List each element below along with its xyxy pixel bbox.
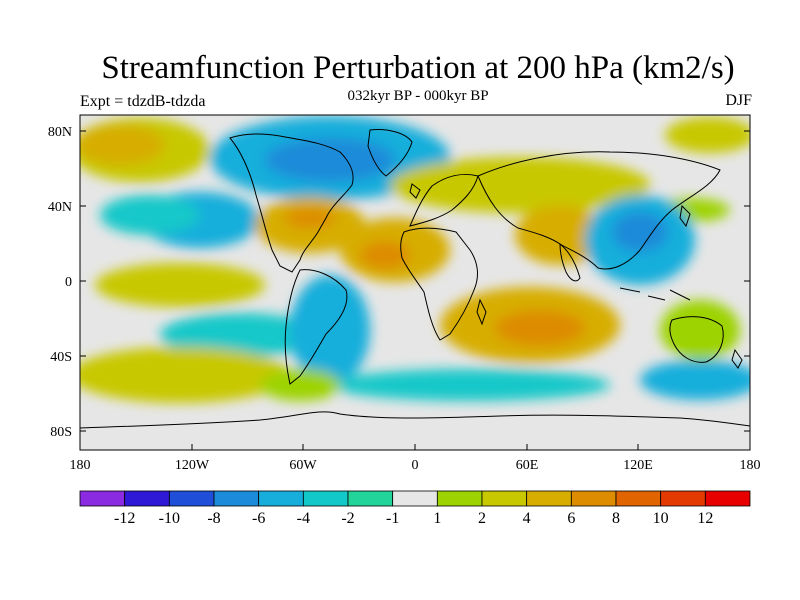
contour-field (80, 115, 750, 450)
colorbar-label: 2 (478, 510, 486, 527)
x-tick-label: 60W (289, 458, 317, 473)
experiment-label: Expt = tdzdB-tdzda (80, 93, 206, 110)
colorbar-swatch (570, 490, 617, 507)
colorbar-swatch (660, 490, 706, 507)
colorbar: -12 -10 -8 -6 -4 -2 -1 1 2 4 6 8 10 12 (79, 490, 751, 527)
y-tick-label: 80S (50, 425, 72, 440)
y-tick-label: 0 (65, 275, 72, 290)
colorbar-label: -2 (341, 510, 354, 527)
colorbar-swatch (302, 490, 349, 507)
colorbar-swatch (213, 490, 260, 507)
colorbar-swatch (392, 490, 438, 507)
x-tick-label: 120E (623, 458, 653, 473)
colorbar-label: -10 (159, 510, 180, 527)
colorbar-label: -8 (207, 510, 220, 527)
colorbar-label: 10 (653, 510, 669, 527)
x-tick-label: 60E (516, 458, 539, 473)
chart-title: Streamfunction Perturbation at 200 hPa (… (101, 50, 735, 86)
colorbar-swatch (615, 490, 662, 507)
tick-marks (79, 130, 751, 450)
colorbar-swatch (124, 490, 170, 507)
x-tick-label: 180 (740, 458, 761, 473)
chart-subtitle: 032kyr BP - 000kyr BP (347, 88, 489, 104)
colorbar-label: 12 (697, 510, 713, 527)
y-axis-labels: 80N 40N 0 40S 80S (48, 125, 72, 440)
x-tick-label: 120W (175, 458, 210, 473)
colorbar-label: 6 (567, 510, 575, 527)
colorbar-swatch (526, 490, 572, 507)
y-tick-label: 40N (48, 200, 72, 215)
x-tick-label: 0 (412, 458, 419, 473)
colorbar-label: -12 (114, 510, 135, 527)
colorbar-label: 4 (523, 510, 531, 527)
colorbar-swatch (481, 490, 528, 507)
colorbar-label: -1 (386, 510, 399, 527)
x-tick-label: 180 (70, 458, 91, 473)
colorbar-swatch (436, 490, 483, 507)
colorbar-label: 8 (612, 510, 620, 527)
colorbar-swatch (704, 490, 751, 507)
colorbar-swatch (79, 490, 126, 507)
colorbar-swatch (258, 490, 304, 507)
colorbar-label: 1 (433, 510, 441, 527)
colorbar-swatch (347, 490, 394, 507)
colorbar-label: -6 (252, 510, 265, 527)
y-tick-label: 80N (48, 125, 72, 140)
y-tick-label: 40S (50, 350, 72, 365)
coastlines (80, 129, 750, 429)
season-label: DJF (725, 92, 752, 109)
x-axis-labels: 180 120W 60W 0 60E 120E 180 (70, 458, 761, 473)
colorbar-label: -4 (297, 510, 310, 527)
colorbar-swatch (168, 490, 215, 507)
field-blobs (80, 116, 750, 403)
